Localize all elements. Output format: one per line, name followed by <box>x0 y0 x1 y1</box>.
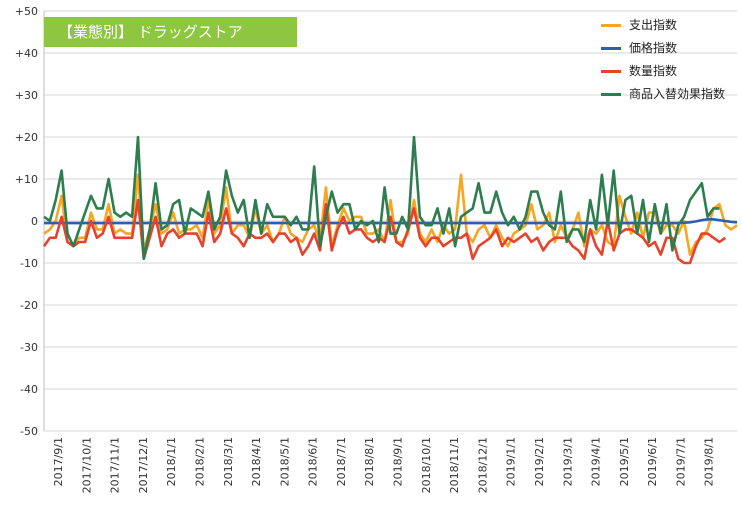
series-lines <box>42 135 738 265</box>
x-tick-label: 2019/7/1 <box>674 437 687 486</box>
legend-swatch-spending <box>601 24 621 27</box>
y-tick-label: +20 <box>15 131 38 144</box>
y-tick-label: +30 <box>15 89 38 102</box>
x-tick-label: 2018/11/1 <box>448 437 461 493</box>
legend-label-price: 価格指数 <box>629 41 678 55</box>
y-tick-label: 0 <box>31 215 38 228</box>
x-tick-label: 2017/11/1 <box>109 437 122 493</box>
legend-swatch-price <box>601 47 621 50</box>
x-tick-label: 2018/1/1 <box>165 437 178 486</box>
x-tick-label: 2018/12/1 <box>476 437 489 493</box>
legend-label-replacement: 商品入替効果指数 <box>629 87 726 101</box>
legend-swatch-quantity <box>601 70 621 73</box>
x-tick-label: 2019/4/1 <box>590 437 603 486</box>
y-tick-label: -10 <box>20 257 38 270</box>
x-tick-label: 2017/10/1 <box>80 437 93 493</box>
y-tick-label: -50 <box>20 425 38 438</box>
x-tick-label: 2018/10/1 <box>420 437 433 493</box>
y-tick-label: +50 <box>15 5 38 18</box>
series-line-replacement <box>43 135 720 261</box>
x-tick-label: 2017/9/1 <box>52 437 65 486</box>
y-tick-label: -30 <box>20 341 38 354</box>
x-tick-label: 2019/6/1 <box>646 437 659 486</box>
y-tick-label: +10 <box>15 173 38 186</box>
x-tick-label: 2019/8/1 <box>703 437 716 486</box>
legend-label-quantity: 数量指数 <box>629 64 678 78</box>
x-tick-label: 2018/3/1 <box>222 437 235 486</box>
y-tick-label: -20 <box>20 299 38 312</box>
y-tick-label: +40 <box>15 47 38 60</box>
x-tick-label: 2019/1/1 <box>505 437 518 486</box>
y-tick-label: -40 <box>20 383 38 396</box>
x-tick-label: 2018/4/1 <box>250 437 263 486</box>
legend-swatch-replacement <box>601 93 621 96</box>
x-tick-label: 2018/5/1 <box>278 437 291 486</box>
x-tick-label: 2018/7/1 <box>335 437 348 486</box>
x-axis-tick-labels: 2017/9/1 2017/10/1 2017/11/1 2017/12/1 2018/… <box>52 437 716 493</box>
x-tick-label: 2019/5/1 <box>618 437 631 486</box>
x-tick-label: 2018/2/1 <box>193 437 206 486</box>
x-tick-label: 2018/6/1 <box>307 437 320 486</box>
x-tick-label: 2017/12/1 <box>137 437 150 493</box>
x-tick-label: 2019/3/1 <box>561 437 574 486</box>
chart-title: 【業態別】 ドラッグストア <box>44 17 297 47</box>
x-tick-label: 2019/2/1 <box>533 437 546 486</box>
y-axis-tick-labels: +50 +40 +30 +20 +10 0 -10 -20 -30 -40 -50 <box>15 5 38 438</box>
series-line-quantity <box>42 198 727 265</box>
x-tick-label: 2018/9/1 <box>392 437 405 486</box>
x-tick-label: 2018/8/1 <box>363 437 376 486</box>
legend-label-spending: 支出指数 <box>629 18 678 32</box>
